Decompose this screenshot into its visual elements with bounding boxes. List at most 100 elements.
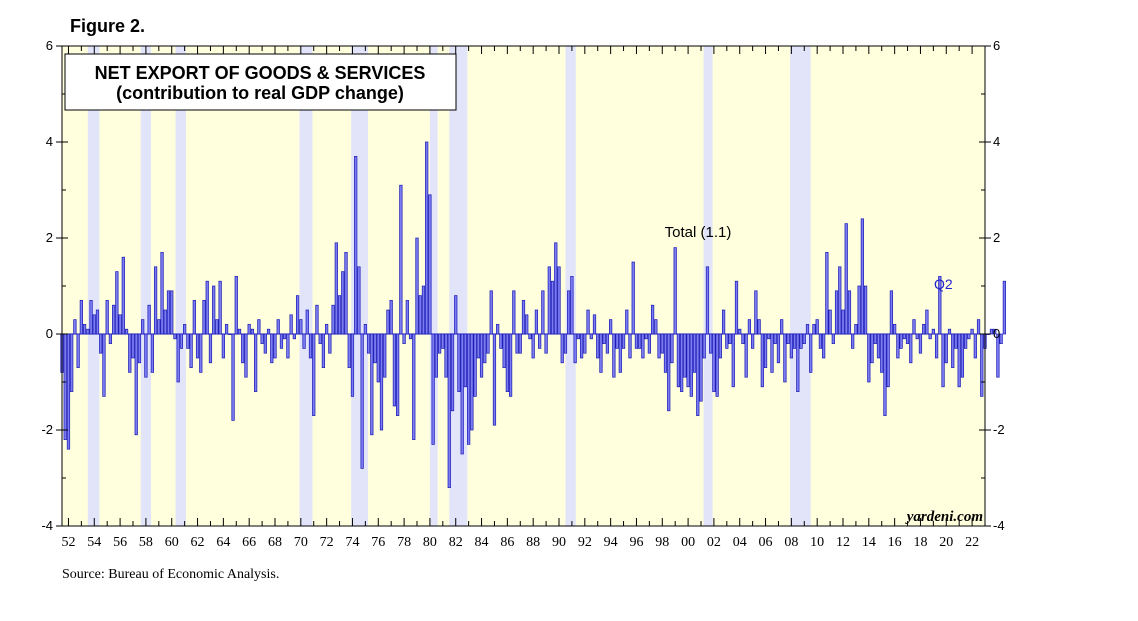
bar — [434, 333, 438, 378]
bar — [570, 276, 574, 335]
bar — [918, 333, 923, 354]
recession-band — [790, 46, 811, 526]
bar — [350, 333, 355, 397]
bar — [944, 333, 948, 364]
bar — [405, 300, 409, 335]
bar — [728, 333, 732, 344]
bar — [573, 333, 577, 364]
x-tick-label: 06 — [759, 535, 773, 550]
y-tick-label-left: -4 — [41, 518, 53, 533]
bar — [605, 333, 610, 354]
bar — [412, 333, 416, 440]
bar — [786, 333, 790, 344]
bar — [783, 333, 787, 383]
bar — [373, 333, 377, 364]
bar — [457, 333, 461, 392]
bar — [870, 333, 874, 364]
bar — [670, 333, 674, 364]
bar — [502, 333, 506, 368]
x-tick-label: 92 — [578, 535, 592, 550]
y-tick-label-left: 6 — [46, 38, 53, 53]
bar — [221, 333, 225, 359]
bar — [638, 333, 642, 349]
bar — [460, 333, 464, 455]
x-tick-label: 74 — [345, 535, 359, 550]
bar — [463, 333, 468, 388]
bar — [399, 184, 403, 335]
bar — [99, 333, 103, 354]
bar — [160, 252, 164, 335]
bar — [486, 333, 490, 354]
x-tick-label: 68 — [268, 535, 282, 550]
bar — [273, 333, 277, 359]
bar — [292, 333, 296, 340]
axes: -4 -4-2 -20 02 24 46 652 54 56 58 60 62 64 66 68 70 72 74… — [41, 38, 1004, 550]
bar — [189, 333, 193, 368]
bar — [847, 290, 852, 335]
x-tick-label: 84 — [475, 535, 489, 550]
bar — [237, 328, 242, 335]
bar — [128, 333, 132, 373]
bar — [734, 280, 739, 335]
bar — [266, 328, 271, 335]
bar — [799, 333, 803, 349]
bar — [547, 266, 551, 335]
bar — [425, 141, 429, 335]
bar — [354, 156, 358, 335]
x-tick-label: 78 — [397, 535, 411, 550]
x-tick-label: 14 — [862, 535, 876, 550]
bar — [673, 247, 677, 335]
bar — [508, 333, 513, 397]
bar — [905, 333, 910, 344]
bar — [609, 319, 613, 335]
bar — [854, 324, 858, 335]
y-tick-label-right: 2 — [993, 230, 1000, 245]
x-tick-label: 64 — [216, 535, 230, 550]
bar — [721, 309, 726, 335]
bar — [628, 333, 632, 359]
x-tick-label: 76 — [371, 535, 385, 550]
bar — [118, 314, 122, 335]
bar — [218, 280, 222, 335]
bar — [825, 252, 829, 335]
bar — [896, 333, 900, 359]
bar — [596, 333, 600, 359]
bar — [699, 333, 703, 402]
bar — [550, 280, 555, 335]
x-tick-label: 12 — [836, 535, 850, 550]
bar — [447, 333, 451, 488]
bar — [392, 333, 397, 407]
bar — [254, 333, 258, 392]
bar — [179, 333, 184, 349]
bar — [205, 280, 209, 335]
bar — [386, 309, 390, 335]
bar — [976, 319, 981, 335]
brand-watermark: yardeni.com — [905, 509, 983, 525]
bar — [108, 333, 113, 344]
bar — [215, 319, 219, 335]
bar — [618, 333, 622, 373]
y-tick-label-left: 2 — [46, 230, 53, 245]
bar — [121, 256, 125, 335]
bar — [934, 333, 939, 359]
bar — [951, 333, 955, 368]
bar — [863, 285, 868, 335]
bar — [131, 333, 135, 359]
bar — [428, 194, 432, 335]
bar — [150, 333, 154, 373]
plot-area — [62, 46, 985, 526]
bar — [554, 242, 558, 335]
bar — [960, 333, 965, 378]
bar — [718, 333, 722, 359]
bar — [738, 328, 742, 335]
bar — [989, 328, 994, 335]
x-tick-label: 04 — [733, 535, 747, 550]
bar — [857, 285, 861, 335]
bar — [889, 290, 894, 335]
y-tick-label-left: -2 — [41, 422, 53, 437]
bar — [124, 328, 129, 335]
recession-band — [175, 46, 186, 526]
bar — [567, 290, 571, 335]
bar — [589, 333, 593, 340]
bar — [312, 333, 316, 416]
